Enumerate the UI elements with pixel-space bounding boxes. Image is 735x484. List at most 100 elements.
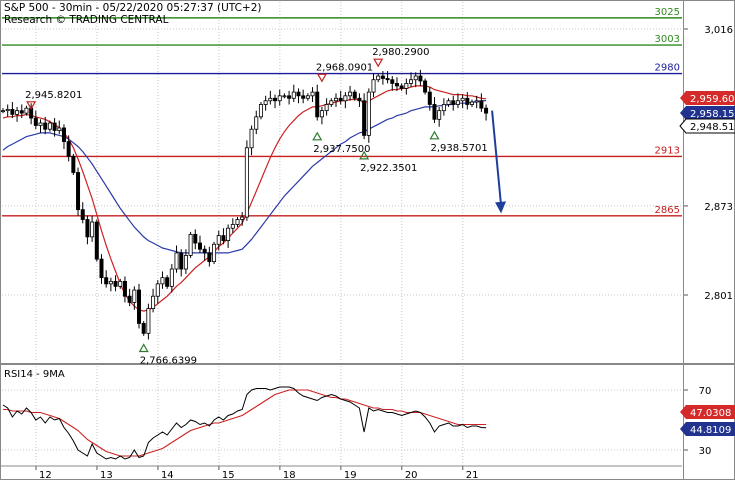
level-label-2865: 2865 [655, 205, 680, 216]
candle-body [460, 97, 465, 102]
current-ma-slow-tag-box [680, 106, 735, 120]
current-ma-slow-tag-text: 2,958.15 [690, 109, 735, 120]
candle-body [160, 277, 165, 285]
current-ma-fast-tag-box [680, 91, 735, 105]
projection-arrow-shaft [491, 110, 503, 206]
moving-averages-layer [2, 85, 487, 312]
candle-body [282, 95, 287, 98]
x-tick-label: 21 [466, 470, 479, 480]
level-label-3003: 3003 [655, 34, 680, 45]
current-ma-slow-tag: 2,958.15 [680, 106, 735, 120]
candle-body [165, 277, 170, 287]
candle-body [277, 95, 282, 102]
current-values-layer: 2,959.60 2,958.15 2,948.51 47.0308 44.8109 [679, 91, 735, 436]
current-rsi-ma-tag-text: 47.0308 [690, 408, 731, 419]
ma-slow-line [2, 100, 487, 254]
candle-body [10, 109, 15, 115]
rsi-y-tick-label: 70 [699, 386, 712, 397]
candle-body [127, 295, 132, 303]
candle-body [230, 224, 235, 229]
candle-body [390, 79, 395, 84]
current-ma-fast-tag: 2,959.60 [680, 91, 735, 105]
candle-body [94, 221, 99, 260]
rsi-line [2, 386, 487, 460]
candle-body [169, 268, 174, 287]
candle-body [371, 79, 376, 93]
candle-body [296, 91, 301, 97]
candle-body [113, 280, 118, 287]
y-tick-label: 2,801 [704, 291, 733, 302]
candle-body [183, 255, 188, 270]
candle-body [132, 289, 137, 303]
swing-low-marker [359, 150, 370, 160]
candle-body [254, 116, 259, 130]
candle-body [15, 110, 20, 115]
candle-body [301, 95, 306, 99]
rsi-panel-title: RSI14 - 9MA [4, 369, 65, 380]
swing-high-label: 2,945.8201 [25, 90, 82, 101]
candle-body [399, 85, 404, 89]
candle-body [141, 323, 146, 334]
candle-body [469, 101, 474, 105]
x-tick-label: 18 [283, 470, 296, 480]
ma-fast-line [2, 85, 487, 312]
candle-body [437, 110, 442, 120]
candle-body [99, 258, 104, 279]
candle-body [338, 97, 343, 102]
candle-body [207, 252, 212, 262]
candle-body [329, 100, 334, 105]
candle-body [137, 289, 142, 324]
candle-body [174, 252, 179, 270]
chart-header-title: S&P 500 - 30min - 05/22/2020 05:27:37 (U… [4, 2, 262, 14]
annotations-layer: 2,945.8201 2,968.0901 2,980.2900 2,937.7500… [25, 47, 507, 367]
candle-body [357, 97, 362, 102]
candle-body [80, 209, 85, 220]
candle-body [376, 75, 381, 81]
current-rsi-ma-tag: 47.0308 [680, 405, 735, 419]
level-label-2980: 2980 [655, 63, 680, 74]
candle-body [268, 97, 273, 102]
candle-body [85, 219, 90, 238]
x-tick-label: 12 [39, 470, 52, 480]
rsi-y-tick-label: 30 [699, 446, 712, 457]
swing-low-label: 2,937.7500 [313, 144, 370, 155]
candle-body [343, 95, 348, 102]
current-rsi-tag-text: 44.8109 [690, 425, 731, 436]
candle-body [465, 97, 470, 105]
current-price-tag-text: 2,948.51 [690, 122, 735, 133]
candle-body [432, 104, 437, 120]
candle-body [212, 243, 217, 262]
axis-layer: 12 13 14 15 18 19 20 21 3,016 2,873 2,801 70 30 [0, 25, 733, 481]
y-tick-label: 2,873 [704, 202, 733, 213]
rsi-ma-line [3, 389, 487, 457]
current-price-tag: 2,948.51 [679, 118, 735, 134]
candle-body [5, 109, 10, 112]
x-tick-label: 19 [344, 470, 357, 480]
candle-body [24, 107, 29, 114]
swing-low-marker [312, 131, 323, 141]
x-tick-label: 20 [405, 470, 418, 480]
candle-body [197, 242, 202, 250]
candle-body [43, 122, 48, 130]
candle-body [263, 100, 268, 105]
candle-body [240, 216, 245, 220]
candle-body [287, 95, 292, 99]
candle-body [333, 97, 338, 102]
x-tick-label: 15 [222, 470, 235, 480]
candle-body [427, 91, 432, 105]
swing-high-marker [26, 101, 37, 111]
grid-layer [2, 2, 682, 466]
swing-low-label: 2,938.5701 [430, 143, 487, 154]
candle-body [221, 235, 226, 241]
candle-body [362, 100, 367, 136]
candle-body [122, 280, 127, 297]
swing-high-marker [316, 73, 327, 83]
swing-low-marker [429, 130, 440, 140]
candle-body [394, 83, 399, 87]
candle-body [380, 75, 385, 79]
candle-body [479, 100, 484, 109]
candle-body [409, 79, 414, 84]
candle-body [151, 295, 156, 310]
